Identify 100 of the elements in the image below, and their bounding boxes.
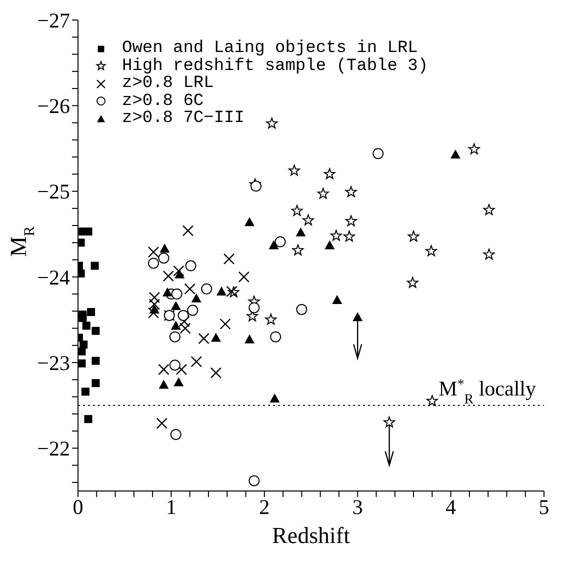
point bbox=[384, 416, 396, 428]
point bbox=[182, 225, 194, 236]
point bbox=[324, 240, 335, 250]
point bbox=[250, 180, 262, 192]
point bbox=[317, 188, 329, 199]
point bbox=[78, 359, 86, 368]
point bbox=[158, 380, 169, 389]
point bbox=[426, 395, 438, 406]
point bbox=[296, 227, 306, 236]
point bbox=[180, 322, 191, 334]
point bbox=[408, 230, 420, 242]
point bbox=[78, 314, 87, 322]
y-tick-label: −22 bbox=[37, 436, 70, 461]
point bbox=[238, 271, 250, 283]
legend-label: High redshift sample (Table 3) bbox=[122, 56, 428, 76]
point bbox=[148, 258, 159, 269]
point bbox=[174, 377, 184, 386]
point bbox=[270, 331, 282, 342]
point bbox=[187, 304, 198, 316]
point bbox=[244, 217, 254, 226]
point bbox=[84, 415, 92, 424]
point bbox=[265, 314, 277, 325]
point bbox=[173, 265, 184, 277]
legend-label: z>0.8 7C−III bbox=[122, 109, 244, 128]
point bbox=[82, 322, 90, 330]
point bbox=[483, 248, 495, 260]
point bbox=[302, 214, 314, 226]
point bbox=[270, 394, 280, 403]
point bbox=[274, 236, 286, 248]
point bbox=[158, 364, 170, 375]
point bbox=[216, 286, 227, 296]
x-axis-title: Redshift bbox=[272, 523, 351, 548]
point bbox=[190, 356, 202, 368]
point bbox=[92, 326, 100, 335]
y-tick-label: −24 bbox=[37, 265, 70, 290]
point bbox=[176, 364, 188, 375]
point bbox=[92, 356, 100, 365]
point bbox=[169, 360, 180, 371]
point bbox=[220, 318, 231, 330]
point bbox=[343, 230, 355, 242]
point bbox=[174, 269, 185, 278]
point bbox=[332, 295, 342, 304]
point bbox=[248, 302, 260, 314]
point bbox=[148, 298, 160, 310]
point bbox=[162, 270, 174, 282]
point bbox=[87, 308, 96, 316]
point bbox=[149, 304, 160, 314]
point bbox=[198, 332, 210, 344]
point bbox=[170, 428, 182, 440]
point bbox=[288, 164, 300, 176]
point bbox=[148, 246, 160, 258]
point bbox=[345, 186, 357, 198]
point bbox=[158, 252, 170, 264]
x-tick-label: 1 bbox=[166, 494, 176, 519]
point bbox=[345, 215, 357, 226]
point bbox=[330, 230, 342, 241]
point bbox=[292, 244, 304, 256]
point bbox=[248, 475, 260, 486]
point bbox=[170, 301, 181, 310]
legend-label: z>0.8 6C bbox=[122, 92, 204, 110]
point bbox=[80, 340, 88, 349]
legend-label: Owen and Laing objects in LRL bbox=[122, 39, 418, 58]
point bbox=[291, 204, 303, 216]
point bbox=[84, 228, 92, 236]
point bbox=[468, 143, 480, 154]
point bbox=[426, 245, 437, 256]
x-tick-label: 3 bbox=[352, 494, 363, 519]
point bbox=[81, 388, 90, 396]
y-tick-label: −23 bbox=[37, 351, 70, 375]
point bbox=[266, 118, 278, 129]
point bbox=[171, 288, 182, 300]
y-tick-label: −26 bbox=[37, 94, 70, 118]
point bbox=[352, 312, 363, 322]
point bbox=[178, 310, 189, 321]
point bbox=[169, 331, 180, 342]
ref-line-label: M$^{*}$$_{R}$ locally bbox=[438, 376, 536, 407]
point bbox=[223, 253, 235, 265]
point bbox=[78, 269, 85, 278]
x-tick-label: 2 bbox=[259, 494, 270, 519]
point bbox=[324, 168, 336, 180]
legend-label: z>0.8 LRL bbox=[122, 74, 214, 93]
point bbox=[148, 292, 160, 304]
x-tick-label: 0 bbox=[72, 494, 84, 519]
point bbox=[156, 418, 168, 429]
point bbox=[90, 262, 99, 270]
point bbox=[268, 240, 279, 250]
x-tick-label: 5 bbox=[538, 494, 550, 519]
point bbox=[210, 367, 222, 378]
point bbox=[184, 283, 196, 294]
point bbox=[92, 379, 100, 388]
point bbox=[191, 293, 202, 302]
point bbox=[160, 244, 170, 253]
point bbox=[148, 307, 160, 318]
point bbox=[78, 347, 86, 356]
point bbox=[406, 276, 418, 288]
point bbox=[78, 238, 85, 247]
point bbox=[450, 149, 460, 158]
point bbox=[162, 287, 172, 296]
y-tick-label: −27 bbox=[37, 8, 70, 32]
point bbox=[296, 304, 308, 315]
